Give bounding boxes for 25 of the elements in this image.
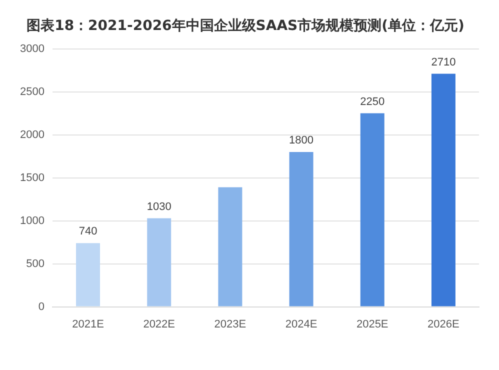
data-label: 1030 [146,200,172,213]
x-tick-label: 2026E [428,318,460,330]
bar [218,187,242,306]
x-tick-label: 2024E [285,318,318,330]
bar [360,113,384,306]
y-tick-label: 0 [38,300,44,313]
x-tick-label: 2023E [214,318,246,330]
data-label: 740 [78,226,98,238]
y-tick-label: 1500 [20,172,44,184]
x-tick-label: 2025E [356,318,388,330]
x-tick-label: 2021E [72,318,104,330]
data-label: 2710 [431,56,456,68]
bar [147,218,172,306]
y-tick-label: 500 [26,258,44,270]
bar [431,74,456,306]
y-tick-label: 1000 [20,214,44,227]
data-label: 2250 [360,96,385,108]
bar [289,152,314,306]
y-tick-label: 2500 [20,86,44,98]
chart-title: 图表18：2021-2026年中国企业级SAAS市场规模预测(单位：亿元) [26,17,464,34]
y-tick-label: 3000 [20,42,44,55]
data-label: 1800 [289,134,314,147]
x-tick-label: 2022E [143,318,176,330]
y-tick-label: 2000 [20,128,44,141]
bar [76,243,100,306]
